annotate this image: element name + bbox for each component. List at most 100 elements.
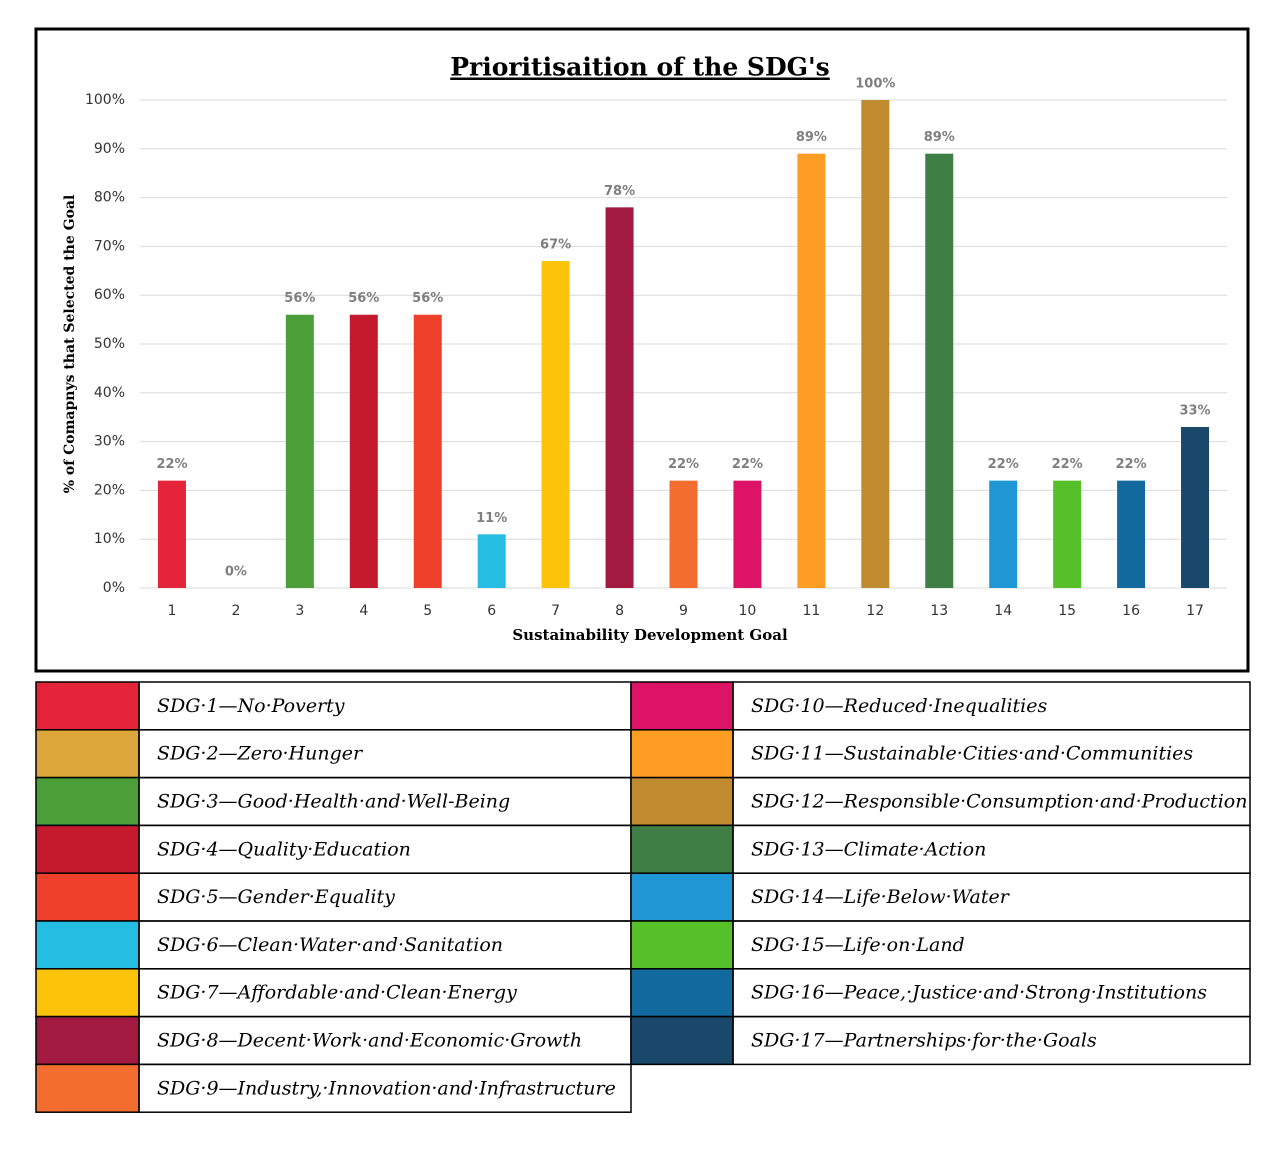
legend-swatch (630, 872, 734, 922)
bar (285, 314, 314, 588)
chart-title: Prioritisaition of the SDG's (450, 53, 830, 82)
y-tick-label: 50% (94, 336, 125, 352)
x-tick-label: 9 (679, 603, 688, 619)
bar (1181, 426, 1210, 588)
data-label: 11% (476, 511, 507, 526)
data-label: 100% (855, 77, 895, 92)
y-tick-label: 90% (94, 141, 125, 157)
bar (861, 100, 890, 588)
legend-swatch (35, 729, 140, 779)
legend-swatch (35, 824, 140, 874)
x-tick-label: 17 (1186, 603, 1204, 619)
y-tick-label: 20% (94, 482, 125, 498)
y-tick-label: 60% (94, 287, 125, 303)
legend-swatch (630, 968, 734, 1018)
legend-swatch (35, 872, 140, 922)
legend-label: SDG·3—Good·Health·and·Well-Being (157, 791, 510, 813)
y-tick-label: 40% (94, 385, 125, 401)
legend-swatch (630, 681, 734, 731)
bar (157, 480, 186, 588)
data-label: 0% (225, 565, 247, 580)
bar (477, 534, 506, 588)
data-label: 22% (668, 457, 699, 472)
y-tick-label: 80% (94, 190, 125, 206)
y-tick-label: 10% (94, 531, 125, 547)
y-tick-label: 70% (94, 238, 125, 254)
legend-label: SDG·13—Climate·Action (751, 838, 986, 860)
data-label: 22% (1116, 457, 1147, 472)
bar (989, 480, 1018, 588)
legend-label: SDG·9—Industry,·Innovation·and·Infrastru… (157, 1077, 616, 1099)
legend-label: SDG·1—No·Poverty (157, 695, 345, 717)
legend-label: SDG·15—Life·on·Land (751, 934, 965, 956)
legend-swatch (35, 968, 140, 1018)
x-tick-label: 10 (739, 603, 757, 619)
y-tick-label: 0% (103, 580, 125, 596)
bar (541, 261, 570, 588)
legend-label: SDG·7—Affordable·and·Clean·Energy (157, 982, 517, 1004)
x-tick-label: 11 (802, 603, 820, 619)
x-tick-label: 1 (168, 603, 177, 619)
data-label: 56% (412, 291, 443, 306)
data-label: 33% (1179, 403, 1210, 418)
x-tick-label: 3 (295, 603, 304, 619)
x-tick-label: 7 (551, 603, 560, 619)
x-tick-label: 15 (1058, 603, 1076, 619)
bar (733, 480, 762, 588)
x-tick-label: 4 (359, 603, 368, 619)
legend-cell (732, 1015, 1251, 1066)
legend-label: SDG·10—Reduced·Inequalities (751, 695, 1048, 717)
bar (413, 314, 442, 588)
data-label: 22% (1052, 457, 1083, 472)
x-axis-label: Sustainability Development Goal (512, 626, 788, 644)
bar (349, 314, 378, 588)
legend-cell (138, 1063, 632, 1113)
data-label: 89% (796, 130, 827, 145)
legend-swatch (630, 920, 734, 970)
data-label: 22% (988, 457, 1019, 472)
x-tick-label: 13 (930, 603, 948, 619)
legend-swatch (35, 1063, 140, 1113)
legend-label: SDG·2—Zero·Hunger (157, 743, 364, 765)
x-tick-label: 2 (231, 603, 240, 619)
legend-label: SDG·11—Sustainable·Cities·and·Communitie… (751, 743, 1193, 765)
legend-swatch (630, 776, 734, 827)
data-label: 67% (540, 238, 571, 253)
data-label: 56% (284, 291, 315, 306)
x-tick-label: 12 (866, 603, 884, 619)
x-tick-label: 14 (994, 603, 1012, 619)
y-axis-label: % of Comapnys that Selected the Goal (62, 195, 78, 494)
legend-label: SDG·5—Gender·Equality (157, 886, 395, 908)
legend-swatch (630, 729, 734, 779)
x-tick-label: 8 (615, 603, 624, 619)
x-tick-label: 6 (487, 603, 496, 619)
legend-label: SDG·8—Decent·Work·and·Economic·Growth (157, 1030, 582, 1052)
legend-label: SDG·12—Responsible·Consumption·and·Produ… (751, 791, 1247, 813)
chart-frame (34, 27, 1250, 673)
legend-swatch (35, 776, 140, 827)
legend-label: SDG·16—Peace,·Justice·and·Strong·Institu… (751, 982, 1207, 1004)
bar (1053, 480, 1082, 588)
bar (1117, 480, 1146, 588)
legend-swatch (35, 681, 140, 731)
data-label: 78% (604, 184, 635, 199)
x-tick-label: 5 (423, 603, 432, 619)
legend-swatch (35, 920, 140, 970)
legend-label: SDG·17—Partnerships·for·the·Goals (751, 1030, 1097, 1052)
y-tick-label: 100% (85, 92, 125, 108)
data-label: 22% (156, 457, 187, 472)
x-tick-label: 16 (1122, 603, 1140, 619)
legend-swatch (630, 824, 734, 874)
data-label: 22% (732, 457, 763, 472)
bar (797, 153, 826, 588)
data-label: 56% (348, 291, 379, 306)
legend-label: SDG·14—Life·Below·Water (751, 886, 1011, 908)
y-tick-label: 30% (94, 434, 125, 450)
bar (605, 207, 634, 589)
legend-label: SDG·6—Clean·Water·and·Sanitation (157, 934, 503, 956)
bar (925, 153, 954, 588)
legend-swatch (630, 1015, 734, 1066)
legend-label: SDG·4—Quality·Education (157, 838, 411, 860)
